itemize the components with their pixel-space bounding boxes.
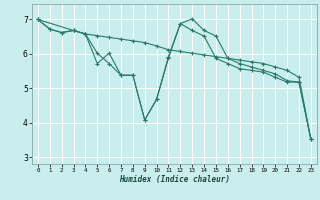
X-axis label: Humidex (Indice chaleur): Humidex (Indice chaleur) — [119, 175, 230, 184]
